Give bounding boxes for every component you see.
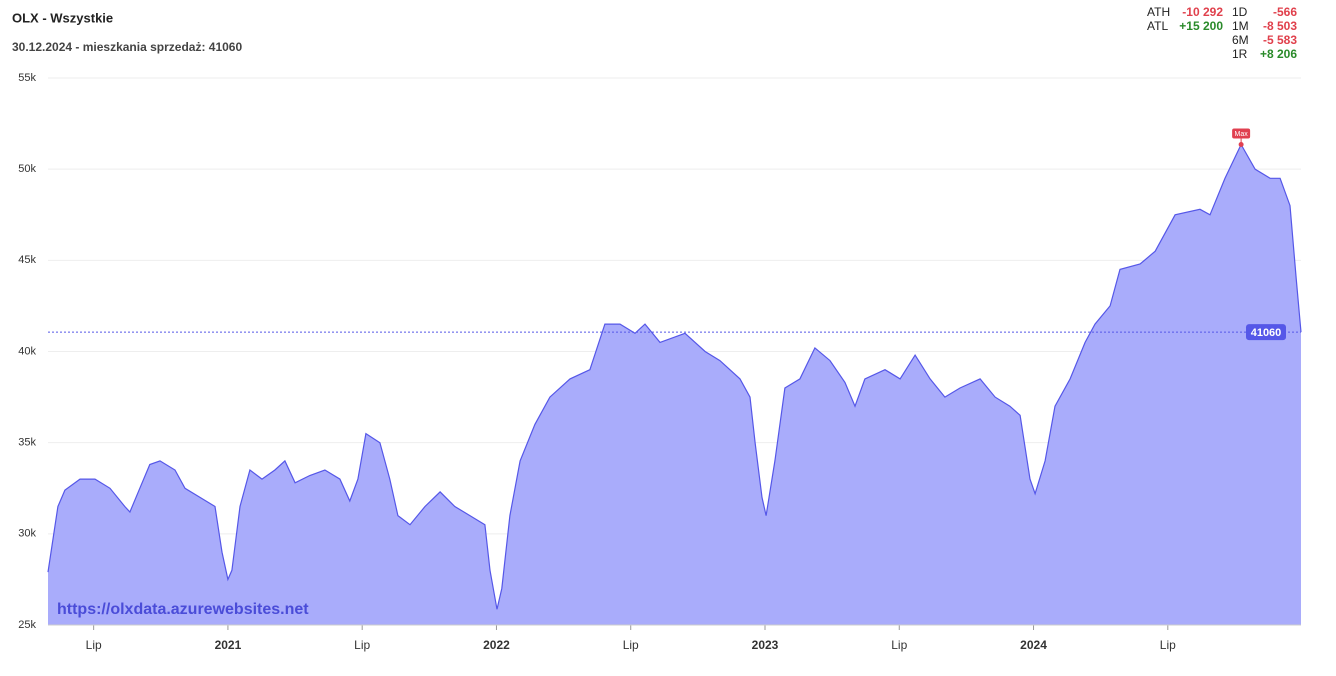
last-value-badge: [1246, 324, 1286, 341]
annotation-badge: [1232, 128, 1251, 139]
stat-label: 6M: [1232, 33, 1249, 47]
stat-value: +15 200: [1179, 19, 1223, 33]
y-tick-label: 30k: [18, 528, 36, 540]
x-tick-label: 2022: [483, 638, 510, 652]
x-tick-label: 2023: [752, 638, 779, 652]
stat-value: -10 292: [1182, 5, 1223, 19]
stat-value: +8 206: [1260, 47, 1297, 61]
annotation-label: Max: [1234, 131, 1248, 138]
y-tick-label: 40k: [18, 345, 36, 357]
x-tick-label: Lip: [86, 638, 102, 652]
stat-label: 1D: [1232, 5, 1248, 19]
y-tick-label: 50k: [18, 163, 36, 175]
area: [48, 144, 1301, 625]
stat-label: 1M: [1232, 19, 1249, 33]
y-tick-label: 55k: [18, 72, 36, 84]
stat-label: 1R: [1232, 47, 1248, 61]
x-tick-label: 2021: [215, 638, 242, 652]
line: [47, 143, 1302, 610]
watermark: https://olxdata.azurewebsites.net: [57, 601, 309, 618]
stat-value: -566: [1273, 5, 1297, 19]
x-tick-label: 2024: [1020, 638, 1047, 652]
x-tick-label: Lip: [1160, 638, 1176, 652]
stat-label: ATH: [1147, 5, 1170, 19]
chart-title: OLX - Wszystkie: [12, 10, 113, 25]
chart-subtitle: 30.12.2024 - mieszkania sprzedaż: 41060: [12, 40, 242, 54]
annotation-point: [1238, 142, 1244, 148]
y-tick-label: 45k: [18, 254, 36, 266]
x-tick-label: Lip: [354, 638, 370, 652]
y-tick-label: 25k: [18, 619, 36, 631]
stat-value: -5 583: [1263, 33, 1297, 47]
x-tick-label: Lip: [891, 638, 907, 652]
x-tick-label: Lip: [623, 638, 639, 652]
y-tick-label: 35k: [18, 437, 36, 449]
stat-value: -8 503: [1263, 19, 1297, 33]
last-value-label: 41060: [1251, 327, 1282, 339]
stat-label: ATL: [1147, 19, 1168, 33]
